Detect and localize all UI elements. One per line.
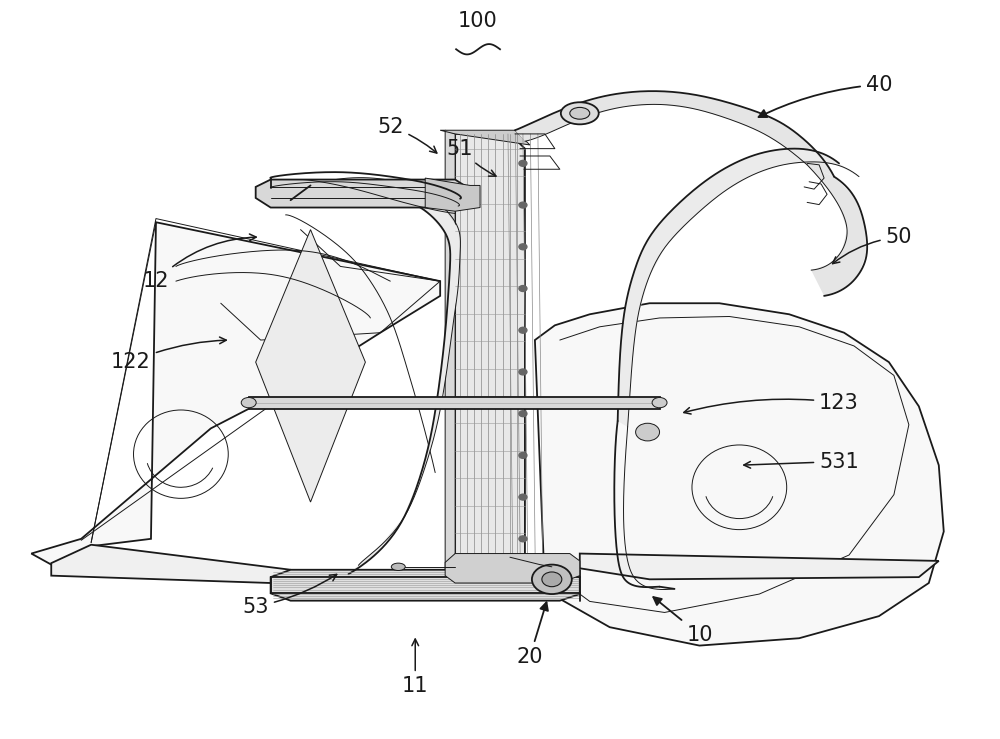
- Polygon shape: [515, 91, 834, 177]
- Text: 51: 51: [447, 139, 496, 176]
- Polygon shape: [440, 130, 530, 145]
- Text: 100: 100: [458, 11, 498, 31]
- Polygon shape: [445, 130, 455, 579]
- Text: 53: 53: [242, 574, 337, 616]
- Text: 52: 52: [377, 117, 437, 153]
- Circle shape: [519, 244, 527, 250]
- Text: 122: 122: [111, 337, 226, 372]
- Circle shape: [542, 572, 562, 587]
- Ellipse shape: [241, 398, 256, 408]
- Text: 40: 40: [759, 75, 892, 117]
- Text: 123: 123: [684, 392, 859, 414]
- Polygon shape: [455, 134, 525, 587]
- Polygon shape: [807, 165, 867, 296]
- Circle shape: [519, 452, 527, 458]
- Text: 10: 10: [653, 597, 713, 644]
- Circle shape: [532, 565, 572, 594]
- Ellipse shape: [570, 107, 590, 119]
- Circle shape: [519, 536, 527, 542]
- Polygon shape: [256, 180, 470, 208]
- Ellipse shape: [652, 398, 667, 408]
- Polygon shape: [256, 230, 365, 502]
- Circle shape: [519, 160, 527, 166]
- Ellipse shape: [391, 563, 405, 571]
- Polygon shape: [271, 570, 580, 601]
- Polygon shape: [535, 303, 944, 646]
- Circle shape: [519, 202, 527, 208]
- Circle shape: [636, 423, 660, 441]
- Polygon shape: [31, 222, 440, 565]
- Text: 531: 531: [744, 452, 859, 471]
- Text: 12: 12: [143, 234, 256, 291]
- Ellipse shape: [561, 102, 599, 124]
- Polygon shape: [291, 178, 460, 574]
- Circle shape: [519, 369, 527, 375]
- Circle shape: [519, 494, 527, 500]
- Polygon shape: [425, 178, 480, 211]
- Polygon shape: [51, 545, 291, 583]
- Text: 11: 11: [402, 639, 428, 696]
- Polygon shape: [445, 554, 580, 583]
- Circle shape: [519, 285, 527, 291]
- Circle shape: [519, 411, 527, 417]
- Polygon shape: [286, 185, 455, 197]
- Text: 20: 20: [517, 602, 548, 667]
- Circle shape: [519, 327, 527, 333]
- Text: 50: 50: [833, 227, 912, 264]
- Polygon shape: [249, 398, 660, 409]
- Polygon shape: [580, 554, 939, 579]
- Polygon shape: [618, 149, 859, 427]
